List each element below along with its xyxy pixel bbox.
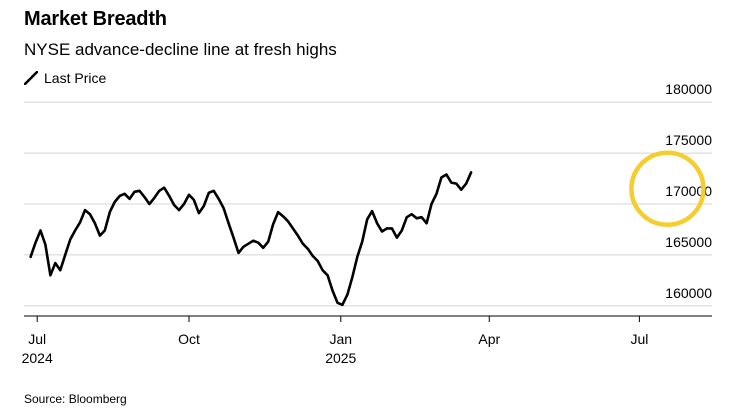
- y-tick-label-175000: 175000: [665, 132, 712, 148]
- x-tick-label-3: Apr: [478, 331, 500, 347]
- y-tick-label-160000: 160000: [665, 285, 712, 301]
- series-line-0: [29, 171, 473, 307]
- x-tick-label-2: Jan: [329, 331, 352, 347]
- x-tick-label-4: Jul: [630, 331, 648, 347]
- y-tick-label-180000: 180000: [665, 81, 712, 97]
- legend-label: Last Price: [44, 70, 107, 86]
- highlight-circle: [629, 150, 706, 227]
- x-tick-label-0: Jul: [28, 331, 46, 347]
- legend: Last Price: [24, 70, 106, 86]
- chart-title: Market Breadth: [24, 8, 167, 30]
- x-tick-label-1: Oct: [178, 331, 200, 347]
- y-tick-label-170000: 170000: [665, 183, 712, 199]
- legend-line-icon: [24, 71, 38, 85]
- x-tick-year-2: 2025: [325, 350, 356, 366]
- chart-subtitle: NYSE advance-decline line at fresh highs: [24, 40, 337, 59]
- source-note: Source: Bloomberg: [24, 392, 127, 406]
- x-tick-year-0: 2024: [22, 350, 53, 366]
- y-tick-label-165000: 165000: [665, 234, 712, 250]
